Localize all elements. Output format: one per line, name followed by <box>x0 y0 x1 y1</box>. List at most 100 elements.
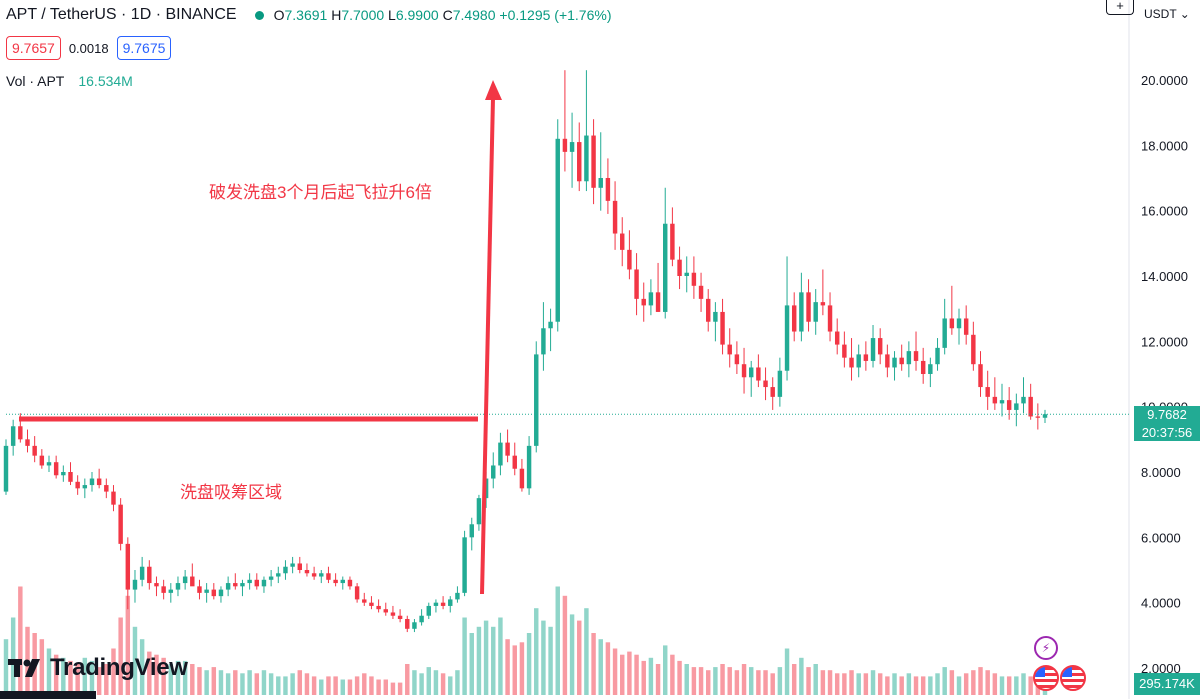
volume-bar <box>118 617 123 695</box>
candle-body <box>763 380 768 388</box>
tradingview-logo[interactable]: TradingView <box>8 654 188 682</box>
candle-body <box>519 468 525 489</box>
volume-bar <box>548 626 553 695</box>
candle-body <box>426 605 431 616</box>
symbol-title[interactable]: APT / TetherUS · 1D · BINANCE <box>6 6 237 23</box>
candle-body <box>10 426 16 446</box>
candle-body <box>555 138 560 322</box>
volume-bar <box>892 673 897 695</box>
volume-bar <box>856 673 861 695</box>
us-flag-icon[interactable] <box>1033 665 1059 691</box>
candle-body <box>61 472 66 476</box>
volume-bar <box>61 657 66 695</box>
volume-bar <box>963 673 969 695</box>
volume-bar <box>82 657 88 695</box>
candle-body <box>448 599 453 606</box>
bar-countdown: 20:37:56 <box>1134 424 1200 441</box>
volume-bar <box>10 617 16 695</box>
candle-body <box>512 455 517 469</box>
volume-bar <box>225 673 231 695</box>
candle-body <box>132 579 138 590</box>
candle-body <box>734 354 740 365</box>
candle-body <box>999 400 1005 404</box>
candle-body <box>18 426 23 440</box>
candle-body <box>261 579 267 587</box>
add-indicator-button[interactable]: + <box>1106 0 1134 15</box>
volume-bar <box>512 645 517 695</box>
currency-selector[interactable]: USDT ⌄ <box>1144 7 1190 21</box>
volume-bar <box>376 679 381 695</box>
volume-bar <box>612 648 618 695</box>
tradingview-logo-icon <box>8 659 40 677</box>
volume-bar <box>505 639 510 695</box>
candle-body <box>928 364 933 374</box>
candle-body <box>842 344 847 358</box>
volume-bar <box>620 654 625 695</box>
us-flag-icon[interactable] <box>1060 665 1086 691</box>
candle-body <box>89 478 95 486</box>
volume-legend[interactable]: Vol · APT 16.534M <box>6 73 133 89</box>
candle-body <box>96 478 102 486</box>
candle-body <box>254 579 260 587</box>
candle-body <box>247 579 252 584</box>
candle-body <box>541 328 546 355</box>
candle-body <box>756 367 761 381</box>
candle-body <box>419 615 424 623</box>
close-label: C <box>442 7 453 23</box>
market-status-icon[interactable] <box>254 10 264 20</box>
bottom-toolbar[interactable] <box>0 691 96 699</box>
lightning-icon[interactable]: ⚡ <box>1034 636 1058 660</box>
candle-body <box>397 615 403 619</box>
volume-bar <box>333 676 338 695</box>
candle-body <box>175 583 181 590</box>
candle-body <box>655 292 661 312</box>
candle-body <box>118 504 123 544</box>
volume-bar <box>756 670 761 695</box>
y-tick-label: 4.0000 <box>1141 596 1181 611</box>
volume-bar <box>369 676 374 695</box>
breakout-arrow-shaft <box>480 97 495 595</box>
volume-bar <box>469 633 474 695</box>
volume-bar <box>75 664 80 695</box>
volume-bar <box>147 651 152 695</box>
volume-bar <box>627 651 632 695</box>
volume-bar <box>584 608 589 695</box>
candle-body <box>1042 414 1048 418</box>
candle-body <box>877 338 883 355</box>
buy-price-button[interactable]: 9.7675 <box>116 36 172 60</box>
volume-bar <box>218 670 224 695</box>
candle-body <box>770 387 775 397</box>
volume-bar <box>663 645 668 695</box>
candle-body <box>713 311 718 322</box>
volume-bar <box>777 667 783 695</box>
volume-bar <box>519 642 525 695</box>
y-tick-label: 16.0000 <box>1141 204 1188 219</box>
candle-body <box>691 272 697 286</box>
candle-body <box>319 573 324 577</box>
candle-body <box>863 354 869 361</box>
volume-bar <box>634 654 639 695</box>
volume-bar <box>885 676 890 695</box>
volume-bar <box>354 676 360 695</box>
candle-body <box>834 331 840 345</box>
volume-bar <box>655 664 661 695</box>
candle-body <box>362 599 367 603</box>
price-axis[interactable]: 2.00004.00006.00008.000010.000012.000014… <box>6 0 1188 699</box>
volume-bar <box>154 654 159 695</box>
volume-bar <box>405 664 410 695</box>
volume-bar <box>46 648 52 695</box>
candle-body <box>534 354 539 446</box>
sell-price-button[interactable]: 9.7657 <box>6 36 61 60</box>
volume-bar <box>175 660 181 695</box>
volume-bar <box>168 664 174 695</box>
candle-body <box>906 351 912 365</box>
volume-bar <box>870 670 876 695</box>
candle-body <box>376 605 381 610</box>
price-candles <box>3 70 1048 633</box>
candle-body <box>3 445 9 492</box>
candle-body <box>491 465 496 479</box>
volume-bar <box>648 657 654 695</box>
volume-bar <box>304 673 310 695</box>
